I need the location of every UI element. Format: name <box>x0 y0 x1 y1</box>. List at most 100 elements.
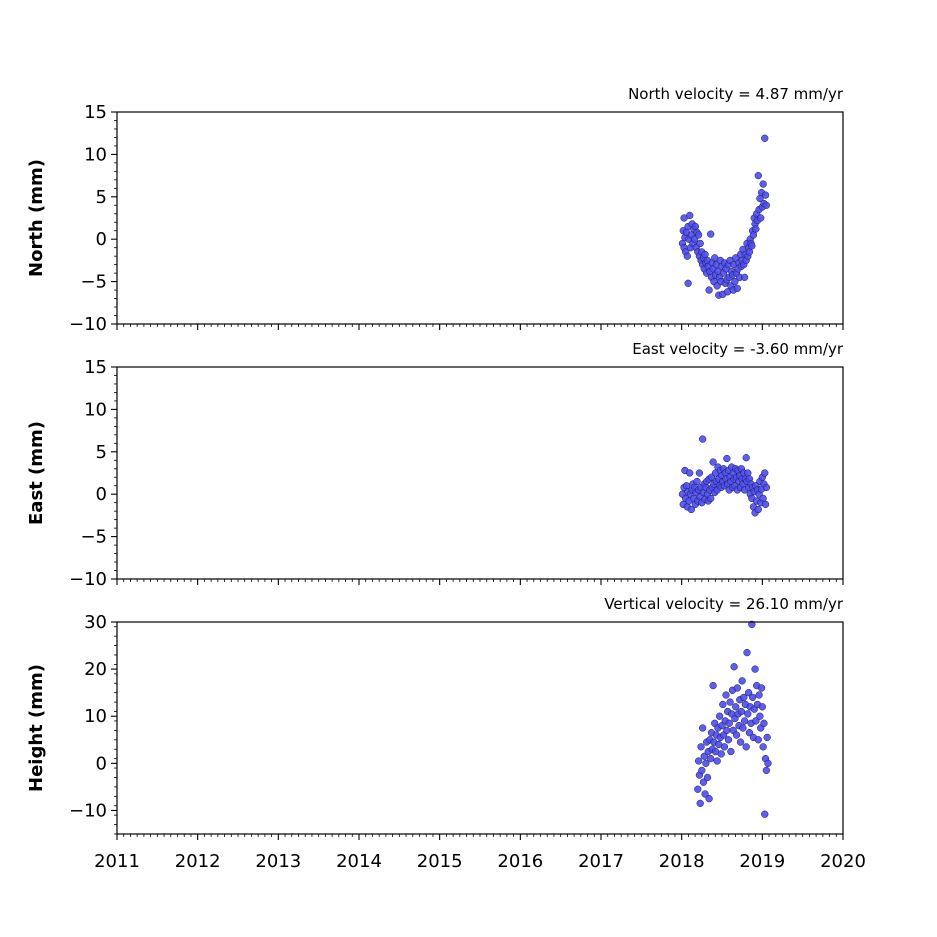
data-point <box>761 191 770 199</box>
data-point <box>744 710 752 718</box>
x-tick-label: 2015 <box>417 851 463 872</box>
data-point <box>699 778 708 786</box>
data-point <box>726 698 734 706</box>
data-point <box>733 284 741 293</box>
data-point <box>707 230 715 238</box>
data-point <box>762 766 771 775</box>
x-tick-label: 2013 <box>255 851 301 872</box>
data-point <box>737 707 746 716</box>
data-point <box>731 277 739 286</box>
data-point <box>736 738 745 746</box>
data-point <box>696 799 704 808</box>
data-point <box>761 469 769 477</box>
x-tick-label: 2017 <box>578 851 624 872</box>
y-tick-label: 15 <box>84 102 107 123</box>
east-data-points <box>678 435 771 517</box>
data-point <box>756 712 764 720</box>
x-tick-label: 2019 <box>739 851 785 872</box>
data-point <box>720 743 729 751</box>
x-tick-label: 2014 <box>336 851 382 872</box>
data-point <box>696 239 704 248</box>
data-point <box>740 693 748 702</box>
y-tick-label: 20 <box>84 659 107 680</box>
data-point <box>760 719 768 727</box>
x-tick-label: 2018 <box>659 851 705 872</box>
data-point <box>762 201 771 209</box>
data-point <box>754 736 762 744</box>
y-tick-label: −10 <box>69 314 107 335</box>
y-tick-label: 0 <box>96 484 107 505</box>
north-y-axis-label: North (mm) <box>26 159 47 277</box>
data-point <box>705 795 713 803</box>
data-point <box>751 665 759 673</box>
data-point <box>759 743 767 751</box>
y-tick-label: 10 <box>84 706 107 727</box>
data-point <box>752 717 760 725</box>
east-panel: East velocity = -3.60 mm/yr East (mm) −1… <box>26 340 844 590</box>
data-point <box>752 225 760 233</box>
data-point <box>723 726 731 735</box>
y-tick-label: 10 <box>84 399 107 420</box>
data-point <box>701 790 709 798</box>
data-point <box>732 703 740 711</box>
north-panel: North velocity = 4.87 mm/yr North (mm) −… <box>26 85 844 335</box>
data-point <box>700 752 708 760</box>
data-point <box>761 810 769 818</box>
data-point <box>748 242 756 250</box>
data-point <box>754 505 762 514</box>
data-point <box>698 435 707 443</box>
data-point <box>683 252 691 260</box>
data-point <box>724 736 733 744</box>
east-y-axis-label: East (mm) <box>26 421 47 525</box>
data-point <box>749 693 757 702</box>
data-point <box>713 757 721 765</box>
x-tick-label: 2016 <box>497 851 543 872</box>
y-tick-label: 0 <box>96 229 107 250</box>
data-point <box>762 483 771 492</box>
data-point <box>725 719 733 727</box>
height-y-axis-label: Height (mm) <box>26 664 47 792</box>
data-point <box>693 477 701 486</box>
height-panel: Vertical velocity = 26.10 mm/yr Height (… <box>26 595 866 872</box>
data-point <box>733 684 741 692</box>
data-point <box>739 724 747 732</box>
data-point <box>707 754 715 763</box>
data-point <box>732 731 741 739</box>
east-panel-title: East velocity = -3.60 mm/yr <box>632 340 844 358</box>
data-point <box>759 180 767 188</box>
data-point <box>695 469 704 477</box>
data-point <box>698 724 707 732</box>
data-point <box>697 743 705 751</box>
data-point <box>686 469 694 477</box>
height-data-points <box>694 620 772 818</box>
y-tick-label: −5 <box>80 272 107 293</box>
data-point <box>715 712 724 720</box>
data-point <box>744 689 753 697</box>
data-point <box>722 691 730 699</box>
data-point <box>703 773 712 782</box>
x-tick-label: 2012 <box>175 851 221 872</box>
x-tick-label: 2011 <box>94 851 140 872</box>
y-tick-label: 30 <box>84 612 107 633</box>
y-tick-label: 0 <box>96 753 107 774</box>
data-point <box>745 729 754 737</box>
data-point <box>742 454 750 462</box>
data-point <box>740 717 749 725</box>
y-tick-label: 15 <box>84 357 107 378</box>
data-point <box>694 231 703 239</box>
data-point <box>743 648 751 657</box>
y-tick-label: 5 <box>96 187 107 208</box>
data-point <box>709 458 717 466</box>
north-panel-title: North velocity = 4.87 mm/yr <box>628 85 844 103</box>
data-point <box>723 454 731 463</box>
height-panel-title: Vertical velocity = 26.10 mm/yr <box>604 595 844 613</box>
data-point <box>698 766 706 775</box>
data-point <box>717 750 725 758</box>
data-point <box>707 494 715 503</box>
y-tick-label: 10 <box>84 144 107 165</box>
data-point <box>705 286 713 294</box>
data-point <box>730 663 738 671</box>
data-point <box>684 279 692 287</box>
data-point <box>754 171 762 180</box>
